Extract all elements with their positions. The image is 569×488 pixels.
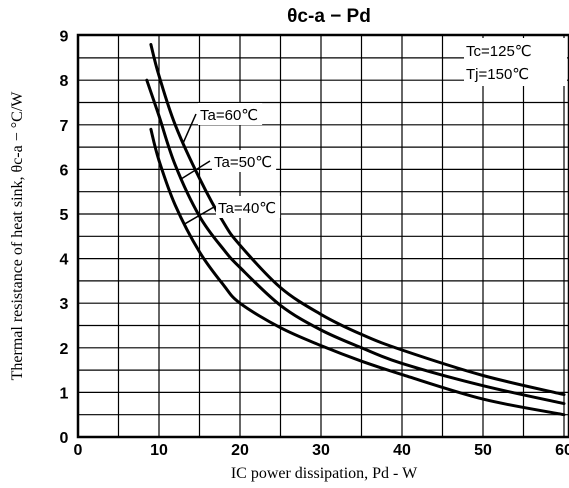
- plot-frame: [76, 33, 569, 439]
- chart-title: θc-a − Pd: [287, 6, 371, 27]
- y-tick-label: 5: [60, 207, 69, 224]
- y-tick-label: 0: [60, 430, 69, 447]
- x-tick-label: 30: [312, 442, 330, 459]
- series-label: Ta=50℃: [214, 154, 272, 171]
- series-leader-line: [181, 160, 211, 180]
- annotation-tc: Tc=125℃: [466, 43, 532, 60]
- series-label: Ta=40℃: [218, 200, 276, 217]
- series-label: Ta=60℃: [200, 107, 258, 124]
- x-tick-label: 0: [74, 442, 83, 459]
- x-tick-label: 10: [150, 442, 168, 459]
- series-line: [149, 127, 566, 417]
- y-tick-label: 1: [60, 385, 69, 402]
- x-axis-label: IC power dissipation, Pd - W: [231, 465, 418, 482]
- y-tick-label: 7: [60, 118, 69, 135]
- series-line: [149, 43, 566, 397]
- x-tick-label: 50: [474, 442, 492, 459]
- annotation-tj: Tj=150℃: [466, 66, 529, 83]
- y-tick-label: 6: [60, 162, 69, 179]
- y-axis-label: Thermal resistance of heat sink, θc-a − …: [9, 91, 26, 381]
- series-line: [145, 78, 566, 406]
- y-tick-label: 4: [60, 252, 69, 269]
- y-tick-label: 2: [60, 341, 69, 358]
- x-tick-label: 20: [231, 442, 249, 459]
- conditions-label-bg: [464, 38, 567, 86]
- series-leader-line: [182, 113, 197, 143]
- x-tick-labels: 0 10 20 30 40 50 60: [74, 442, 569, 459]
- curve-leaders: Ta=60℃ Ta=50℃ Ta=40℃: [181, 103, 281, 225]
- series-label-bg: [198, 103, 263, 125]
- y-tick-label: 8: [60, 73, 69, 90]
- y-tick-labels: 0 1 2 3 4 5 6 7 8 9: [60, 29, 69, 447]
- series-label-bg: [212, 150, 277, 172]
- y-tick-label: 9: [60, 29, 69, 46]
- x-tick-label: 60: [555, 442, 569, 459]
- curves: [145, 43, 566, 417]
- y-tick-label: 3: [60, 296, 69, 313]
- x-tick-label: 40: [393, 442, 411, 459]
- series-label-bg: [216, 196, 281, 218]
- series-leader-line: [184, 206, 215, 225]
